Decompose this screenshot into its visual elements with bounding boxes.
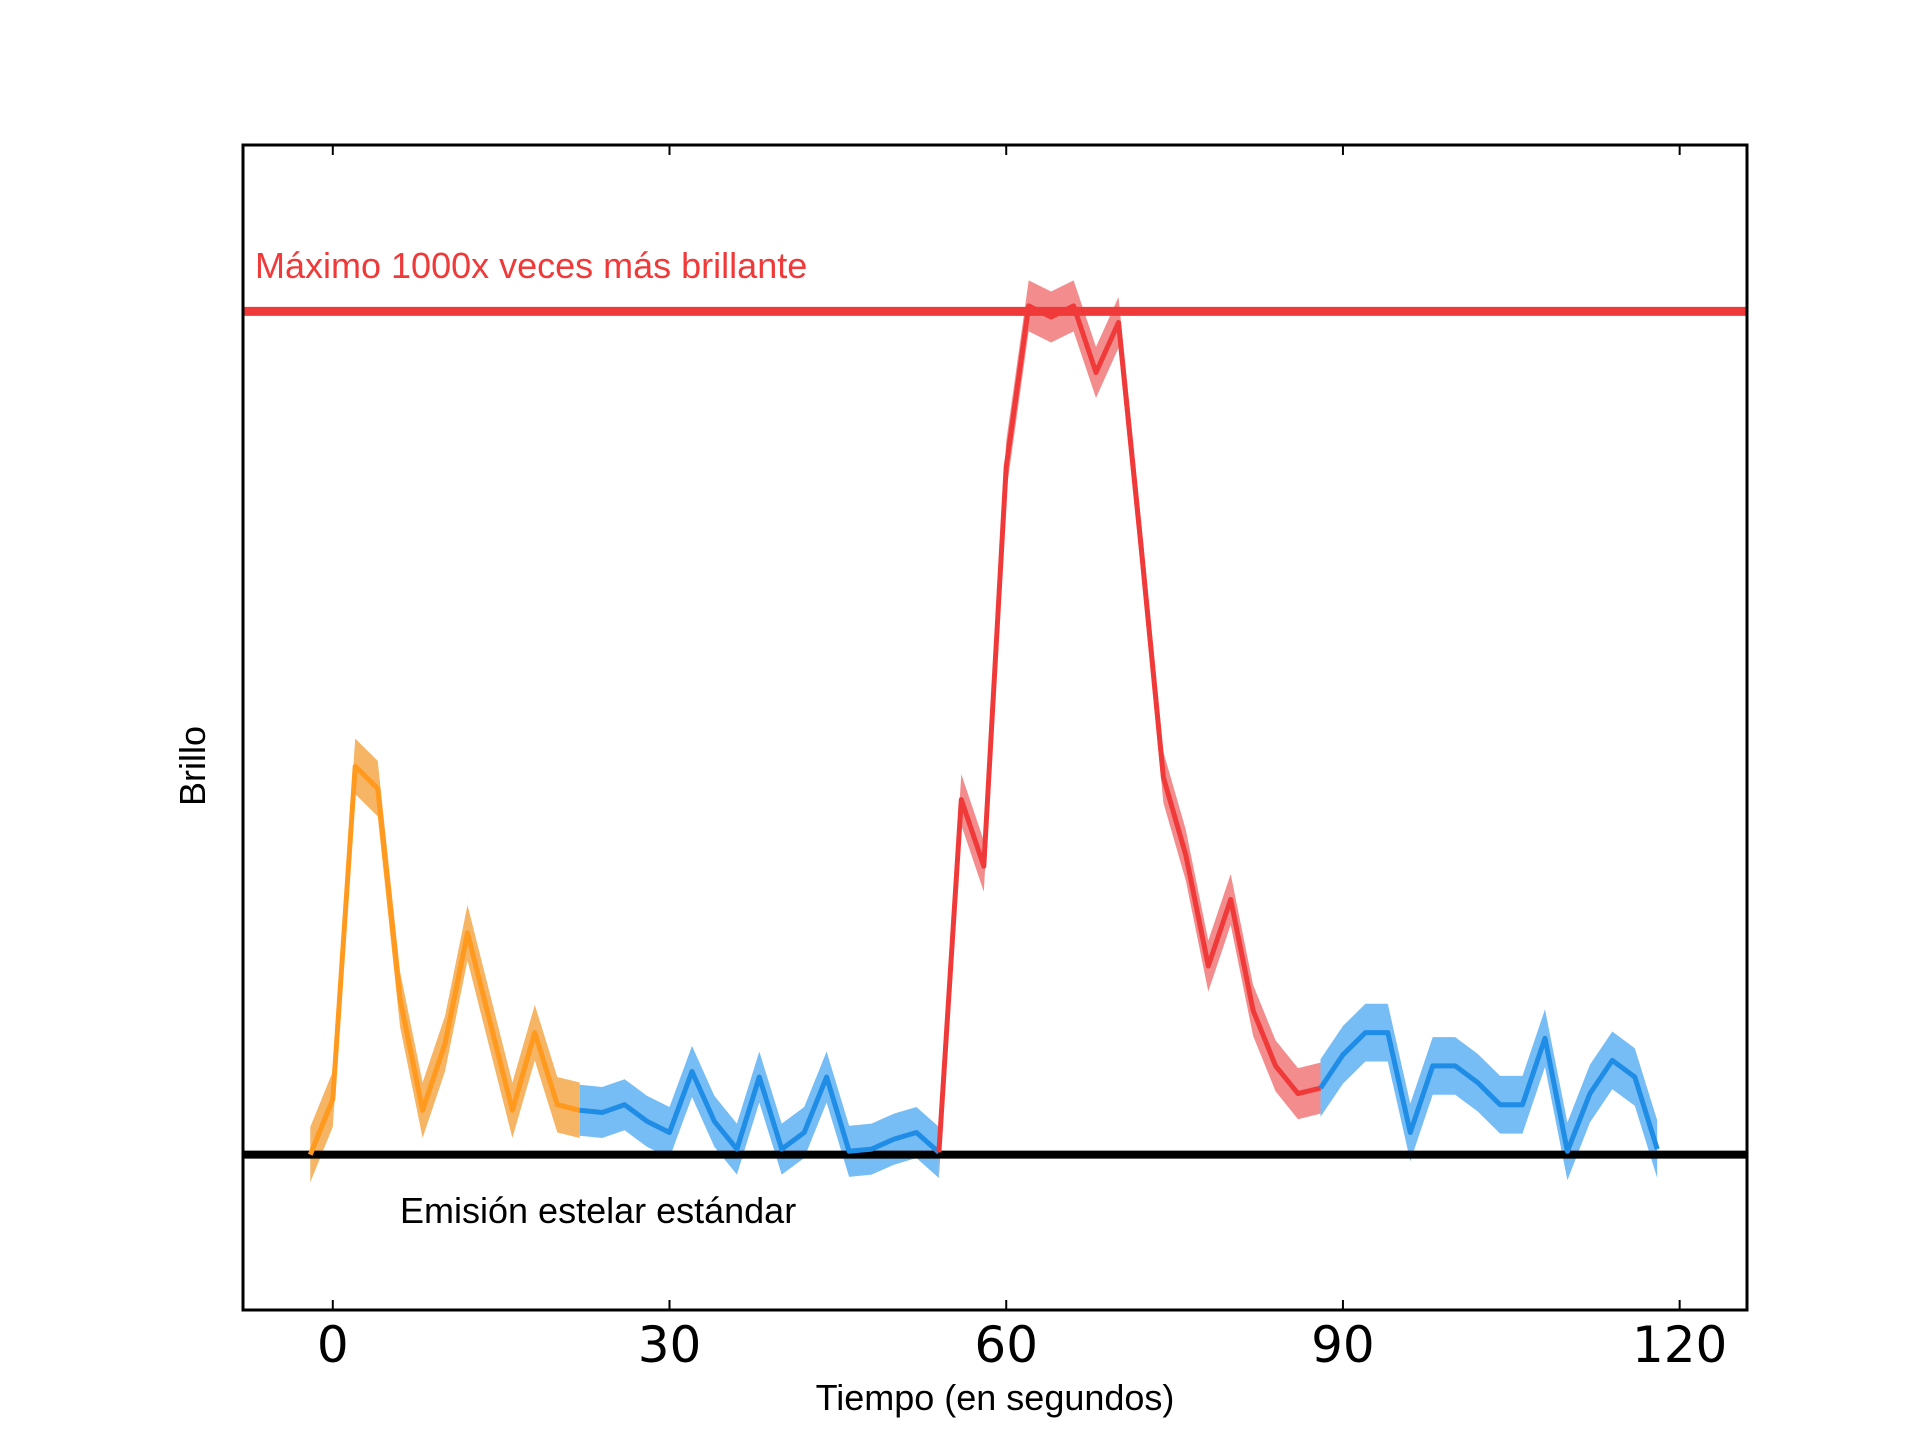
max-brightness-label: Máximo 1000x veces más brillante [255,245,807,286]
series-lines [307,303,1660,1156]
x-tick-label: 0 [317,1316,349,1374]
x-axis-label: Tiempo (en segundos) [816,1377,1175,1418]
series-line-3 [936,303,1322,1153]
standard-emission-label: Emisión estelar estándar [400,1190,796,1231]
reference-lines [243,306,1747,1159]
x-tick-label: 90 [1311,1316,1375,1374]
y-axis-label: Brillo [172,726,213,806]
x-ticks: 0 30 60 90 120 [317,145,1727,1374]
x-tick-label: 120 [1632,1316,1727,1374]
series-line-4 [1318,1030,1660,1154]
series-band-3 [938,280,1321,1178]
plot-frame [241,143,1749,1312]
series-line-2 [579,1069,941,1155]
uncertainty-bands [310,280,1658,1183]
x-tick-label: 30 [638,1316,702,1374]
series-line-1 [307,763,581,1156]
x-tick-label: 60 [974,1316,1038,1374]
